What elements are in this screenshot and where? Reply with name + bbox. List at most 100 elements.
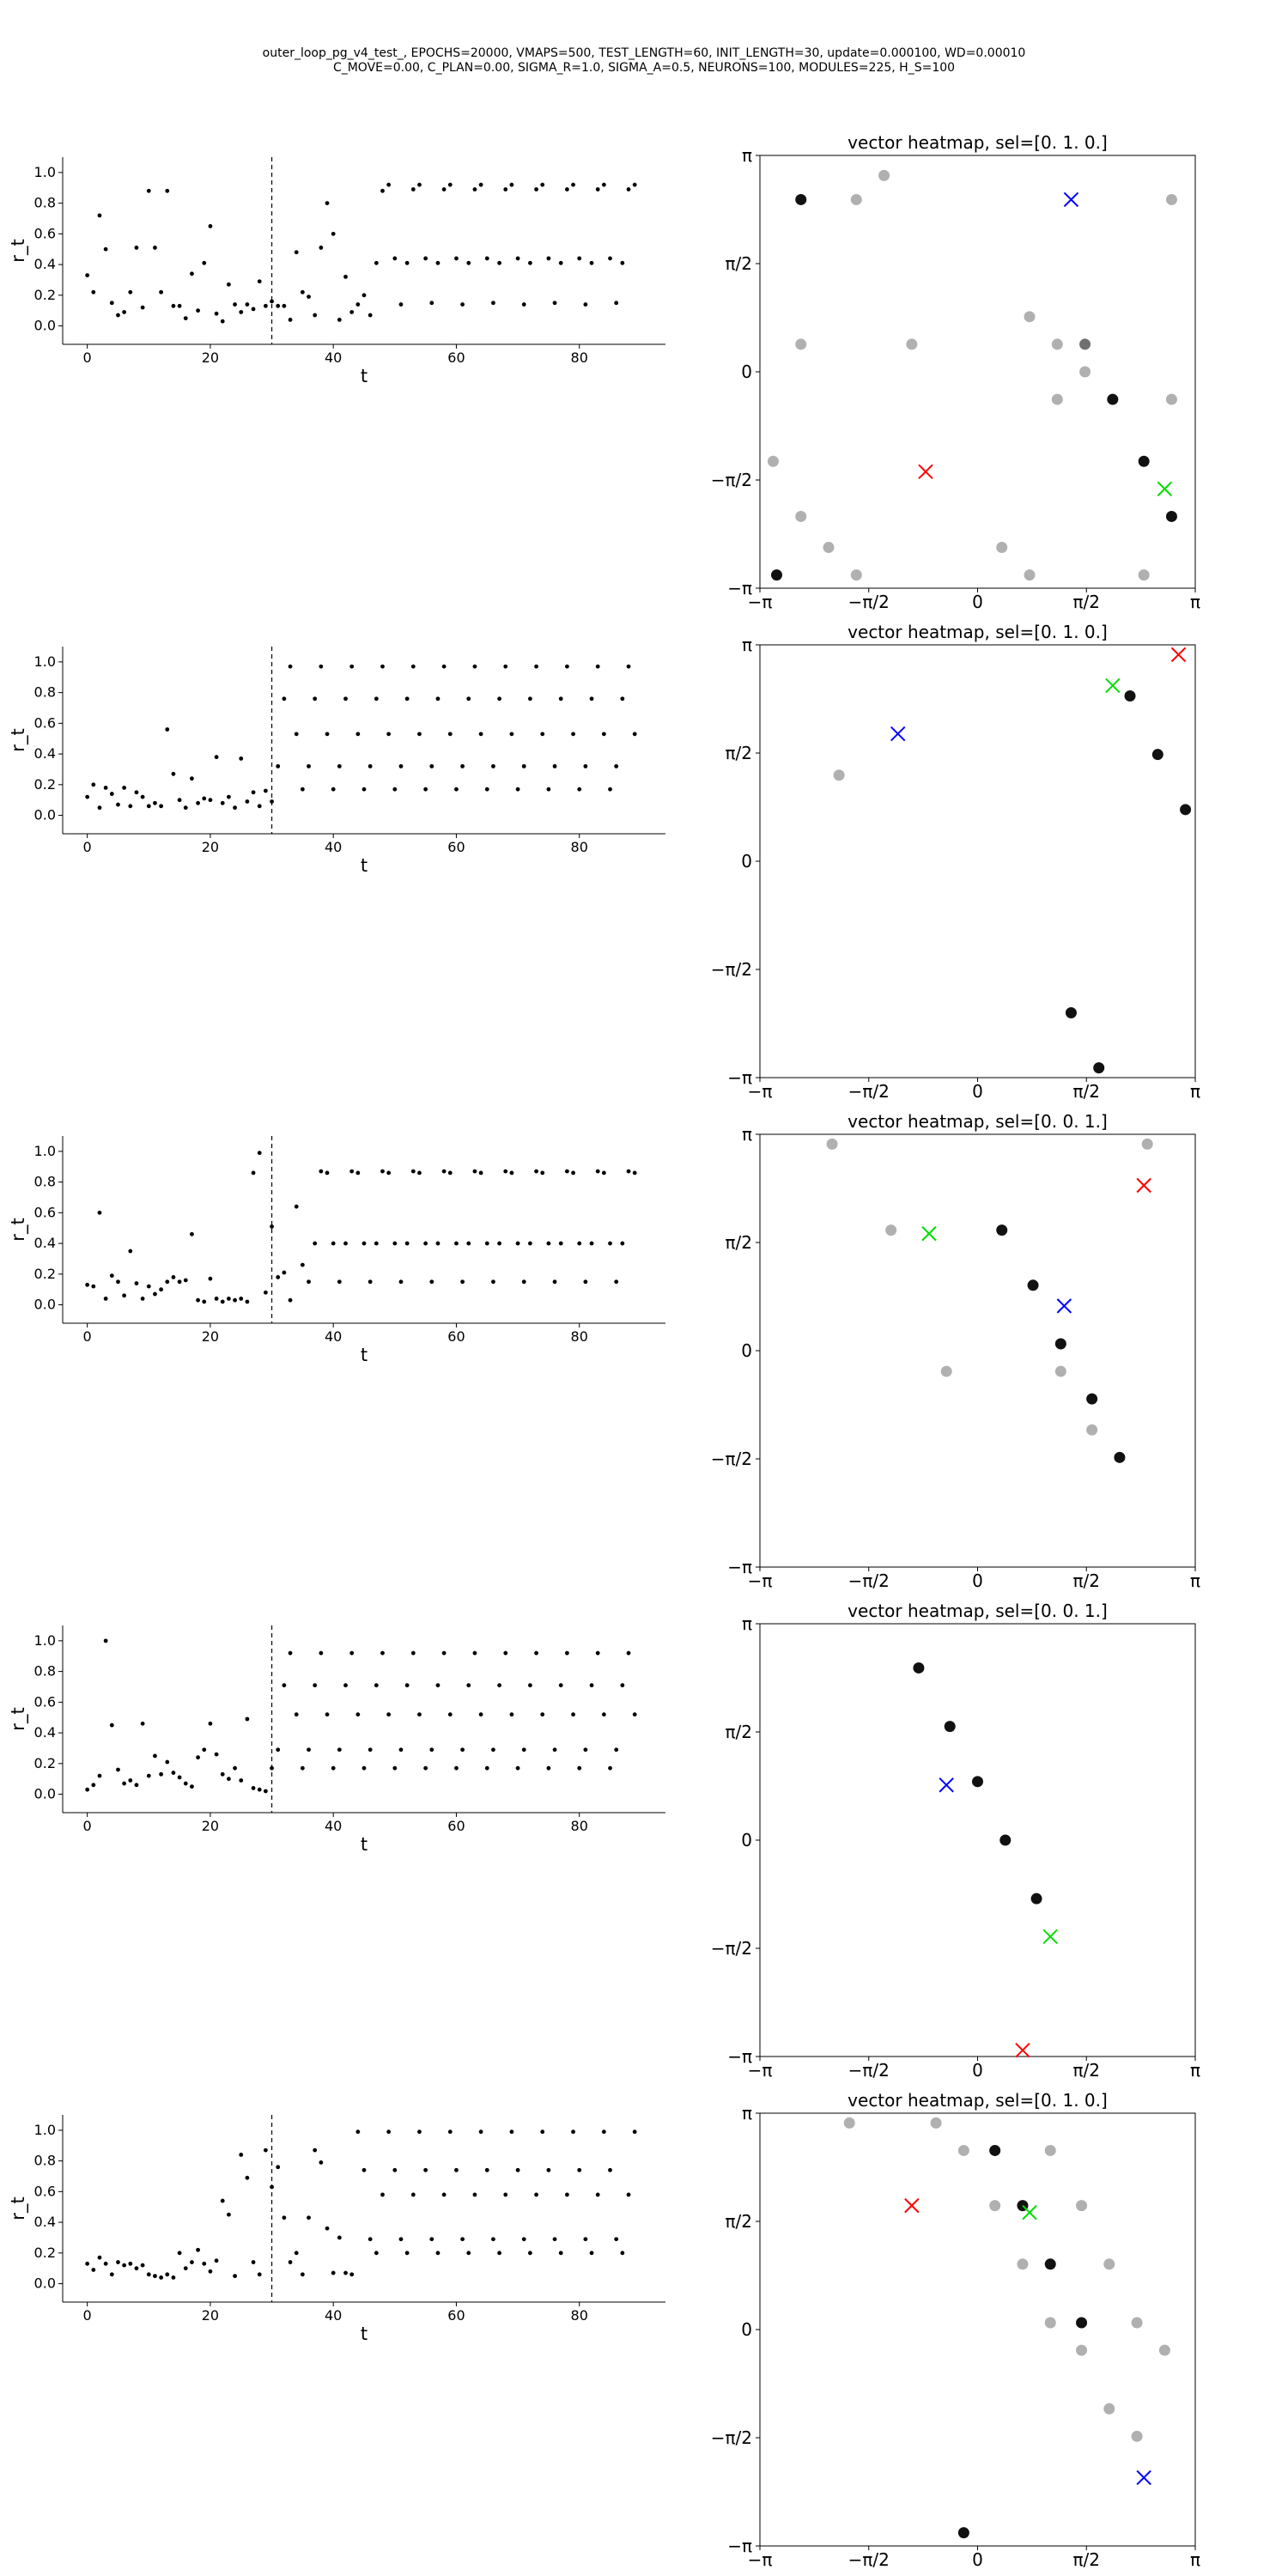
- data-point: [349, 310, 355, 314]
- data-point: [410, 187, 416, 191]
- data-point: [614, 1747, 619, 1753]
- data-point: [239, 310, 244, 314]
- data-point: [447, 1170, 453, 1176]
- data-point: [552, 1747, 557, 1753]
- heat-point-faint: [850, 569, 862, 581]
- heat-point-faint: [823, 542, 835, 554]
- data-point: [220, 319, 225, 324]
- data-point: [540, 732, 545, 737]
- heat-point-dark: [1138, 455, 1150, 467]
- data-point: [368, 1747, 373, 1753]
- data-point: [626, 187, 631, 191]
- y-tick-label: 0.0: [34, 2275, 56, 2292]
- data-point: [349, 1650, 355, 1656]
- data-point: [404, 260, 410, 265]
- data-point: [429, 2237, 434, 2242]
- marker-stroke: [904, 2197, 920, 2214]
- data-point: [410, 2192, 416, 2197]
- y-tick-label: −π: [727, 2536, 752, 2556]
- data-point: [337, 318, 342, 322]
- green-marker-x: [1022, 2204, 1037, 2221]
- heat-point-faint: [850, 193, 862, 205]
- heat-point-faint: [826, 1138, 838, 1150]
- x-tick-label: π: [1190, 592, 1200, 612]
- data-point: [608, 2167, 612, 2172]
- data-point: [626, 1650, 631, 1656]
- data-point: [202, 1747, 207, 1753]
- data-point: [454, 2167, 459, 2172]
- data-point: [435, 260, 440, 265]
- marker-stroke: [939, 1777, 954, 1793]
- data-point: [497, 1241, 501, 1246]
- data-point: [577, 2167, 582, 2172]
- data-point: [122, 785, 127, 790]
- heat-point-dark: [957, 2527, 969, 2539]
- data-point: [374, 1683, 379, 1688]
- data-point: [386, 2129, 392, 2135]
- green-marker-x: [1157, 481, 1173, 497]
- data-point: [466, 696, 471, 702]
- data-point: [337, 763, 342, 769]
- data-point: [190, 2260, 194, 2264]
- x-tick-label: 20: [202, 2307, 219, 2324]
- marker-stroke: [1056, 1298, 1072, 1314]
- x-tick-label: π: [1190, 1081, 1200, 1102]
- plot-title: vector heatmap, sel=[0. 1. 0.]: [848, 132, 1108, 153]
- data-point: [460, 763, 465, 769]
- data-point: [165, 2272, 170, 2277]
- data-point: [601, 2129, 606, 2135]
- data-point: [270, 799, 274, 804]
- y-tick-label: π: [742, 2103, 752, 2123]
- data-point: [540, 1170, 545, 1176]
- data-point: [571, 1170, 575, 1176]
- data-point: [103, 2261, 108, 2266]
- data-point: [534, 1169, 538, 1174]
- heat-point-dark: [1076, 2317, 1088, 2329]
- data-point: [392, 1241, 398, 1246]
- data-point: [325, 201, 330, 206]
- heat-point-faint: [795, 338, 807, 350]
- data-point: [233, 805, 237, 811]
- y-tick-label: −π: [727, 578, 752, 598]
- data-point: [91, 1783, 96, 1788]
- y-tick-label: 0: [741, 361, 752, 382]
- data-point: [503, 1650, 508, 1656]
- data-point: [227, 1777, 231, 1782]
- data-point: [270, 299, 274, 304]
- data-point: [122, 1293, 127, 1298]
- y-tick-label: 0: [741, 2319, 752, 2340]
- data-point: [398, 1747, 404, 1753]
- x-tick-label: 20: [202, 349, 219, 366]
- subplot-5: 0 20 40 60 80 0.0 0.2 0.4 0.6 0.8 1.0 t r_t: [8, 1136, 665, 1365]
- data-point: [239, 1297, 244, 1301]
- y-tick-label: π/2: [725, 1722, 752, 1742]
- subplot-4: vector heatmap, sel=[0. 1. 0.] −π −π/2 0 π/2…: [711, 622, 1200, 1102]
- x-tick-label: 0: [972, 1571, 983, 1591]
- heat-point-dark: [1086, 1393, 1098, 1405]
- data-point: [294, 732, 299, 737]
- heat-point-dark: [1030, 1893, 1042, 1905]
- y-tick-label: −π/2: [711, 2427, 752, 2448]
- data-point: [558, 2251, 563, 2256]
- x-axis-label: t: [361, 1345, 368, 1365]
- data-point: [484, 787, 489, 792]
- data-point: [140, 2263, 145, 2268]
- data-point: [325, 1712, 330, 1717]
- data-point: [614, 763, 619, 769]
- data-point: [410, 664, 416, 669]
- data-point: [620, 1683, 625, 1688]
- data-point: [196, 2247, 200, 2252]
- data-point: [521, 1747, 526, 1753]
- data-point: [601, 1170, 606, 1176]
- heat-point-faint: [843, 2117, 855, 2129]
- data-point: [183, 1278, 188, 1283]
- data-point: [552, 301, 557, 306]
- x-tick-label: −π/2: [848, 592, 890, 612]
- data-point: [159, 289, 164, 295]
- data-point: [153, 246, 157, 250]
- x-tick-label: 60: [447, 1818, 465, 1834]
- heat-point-faint: [906, 338, 918, 350]
- heat-point-dark: [1151, 749, 1163, 761]
- data-point: [466, 2251, 471, 2256]
- data-point: [466, 1683, 471, 1688]
